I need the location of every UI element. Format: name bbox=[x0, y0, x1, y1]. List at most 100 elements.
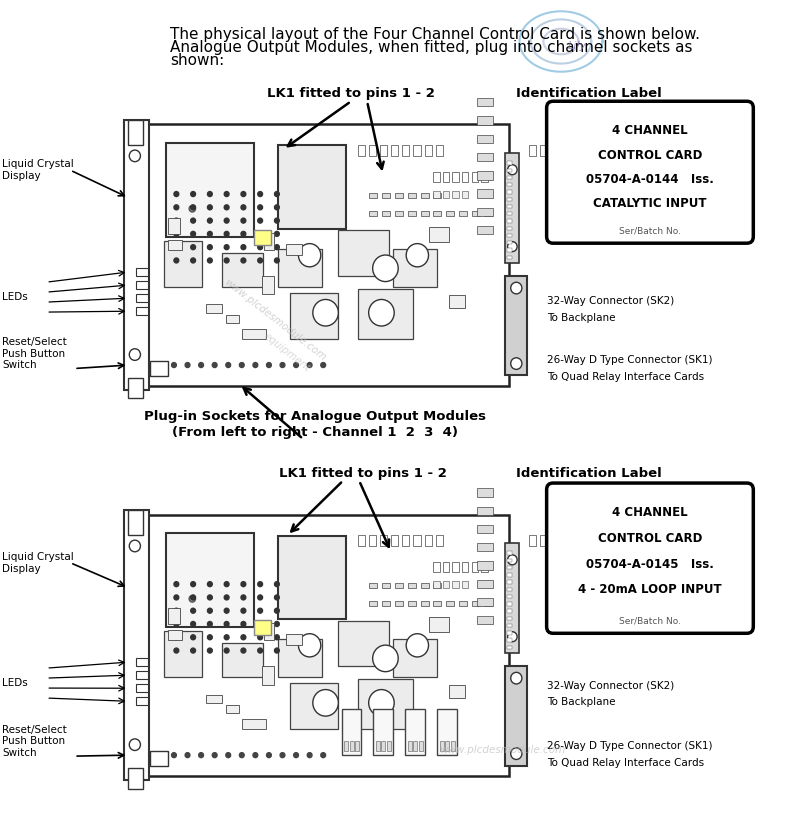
Circle shape bbox=[191, 258, 196, 263]
Bar bbox=[505, 666, 527, 765]
Bar bbox=[452, 191, 459, 198]
Bar bbox=[358, 289, 413, 339]
Circle shape bbox=[191, 232, 196, 237]
Circle shape bbox=[321, 363, 326, 368]
Text: 05704-A-0145   Iss.: 05704-A-0145 Iss. bbox=[586, 558, 714, 571]
Circle shape bbox=[174, 245, 179, 250]
Circle shape bbox=[508, 554, 517, 564]
Text: (From left to right - Channel 1  2  3  4): (From left to right - Channel 1 2 3 4) bbox=[172, 426, 458, 439]
Circle shape bbox=[508, 164, 517, 174]
Bar bbox=[395, 211, 403, 216]
Bar bbox=[421, 583, 429, 588]
Bar bbox=[206, 305, 222, 313]
Bar bbox=[413, 535, 421, 546]
Circle shape bbox=[275, 258, 279, 263]
Bar bbox=[369, 535, 376, 546]
Circle shape bbox=[406, 244, 429, 267]
Bar bbox=[477, 116, 493, 124]
Circle shape bbox=[280, 753, 285, 758]
Bar bbox=[408, 211, 416, 216]
Bar bbox=[477, 543, 493, 551]
Bar bbox=[507, 183, 512, 187]
Bar bbox=[477, 616, 493, 624]
Circle shape bbox=[174, 648, 179, 653]
Bar bbox=[436, 145, 443, 156]
Circle shape bbox=[241, 232, 246, 237]
Circle shape bbox=[275, 218, 279, 223]
Circle shape bbox=[508, 632, 517, 642]
Circle shape bbox=[239, 753, 244, 758]
Text: shown:: shown: bbox=[170, 53, 224, 68]
Bar bbox=[168, 240, 182, 250]
Circle shape bbox=[373, 645, 398, 671]
Circle shape bbox=[373, 255, 398, 281]
Circle shape bbox=[224, 622, 229, 627]
Bar bbox=[373, 710, 393, 755]
Bar bbox=[507, 631, 512, 634]
Circle shape bbox=[207, 582, 212, 587]
Circle shape bbox=[191, 218, 196, 223]
Text: www.plcdesmodule.com: www.plcdesmodule.com bbox=[440, 745, 566, 755]
Bar bbox=[405, 710, 425, 755]
Circle shape bbox=[224, 635, 229, 640]
Circle shape bbox=[258, 648, 263, 653]
Circle shape bbox=[191, 582, 196, 587]
Bar bbox=[150, 751, 168, 766]
Bar bbox=[443, 172, 449, 182]
Circle shape bbox=[275, 245, 279, 250]
Bar bbox=[166, 143, 254, 237]
Bar bbox=[459, 211, 467, 216]
Text: CONTROL CARD: CONTROL CARD bbox=[598, 532, 702, 545]
Bar bbox=[419, 741, 423, 751]
Bar bbox=[507, 580, 512, 583]
Bar bbox=[395, 193, 403, 198]
Bar bbox=[278, 145, 346, 229]
Bar bbox=[507, 624, 512, 627]
Text: equipment: equipment bbox=[262, 331, 313, 374]
Text: Reset/Select
Push Button
Switch: Reset/Select Push Button Switch bbox=[2, 337, 67, 370]
Bar bbox=[382, 601, 390, 606]
Bar bbox=[551, 145, 559, 156]
Bar bbox=[433, 601, 441, 606]
Circle shape bbox=[199, 753, 203, 758]
Bar bbox=[425, 535, 432, 546]
Circle shape bbox=[241, 245, 246, 250]
Circle shape bbox=[224, 205, 229, 210]
Circle shape bbox=[207, 595, 212, 600]
Bar bbox=[421, 211, 429, 216]
Circle shape bbox=[275, 648, 279, 653]
Bar bbox=[413, 145, 421, 156]
Bar bbox=[124, 120, 149, 390]
Circle shape bbox=[369, 300, 394, 326]
Circle shape bbox=[511, 672, 522, 684]
Circle shape bbox=[258, 582, 263, 587]
Circle shape bbox=[207, 218, 212, 223]
Circle shape bbox=[129, 150, 140, 162]
Bar bbox=[413, 741, 417, 751]
Bar bbox=[477, 134, 493, 143]
Text: 26-Way D Type Connector (SK1): 26-Way D Type Connector (SK1) bbox=[547, 355, 713, 365]
Bar bbox=[264, 233, 274, 250]
Bar bbox=[254, 230, 271, 245]
Bar bbox=[507, 588, 512, 591]
Bar bbox=[443, 581, 449, 588]
Circle shape bbox=[207, 258, 212, 263]
Bar bbox=[222, 643, 263, 676]
Bar bbox=[164, 631, 202, 676]
Bar bbox=[529, 535, 536, 546]
Bar bbox=[369, 193, 377, 198]
Circle shape bbox=[207, 622, 212, 627]
Bar bbox=[380, 145, 387, 156]
Bar bbox=[128, 378, 143, 398]
Circle shape bbox=[174, 232, 179, 237]
Bar bbox=[507, 161, 512, 164]
Bar bbox=[446, 211, 454, 216]
Bar bbox=[262, 666, 274, 685]
Circle shape bbox=[294, 363, 298, 368]
Circle shape bbox=[174, 635, 179, 640]
Bar bbox=[477, 488, 493, 496]
Circle shape bbox=[129, 349, 140, 360]
Text: CATALYTIC INPUT: CATALYTIC INPUT bbox=[593, 197, 707, 210]
Circle shape bbox=[241, 192, 246, 197]
Circle shape bbox=[258, 232, 263, 237]
